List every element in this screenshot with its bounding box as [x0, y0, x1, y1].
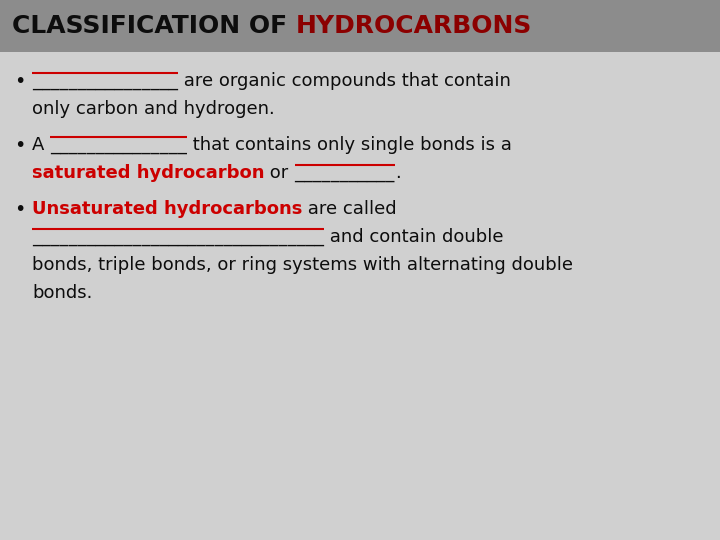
Text: CLASSIFICATION OF: CLASSIFICATION OF [12, 14, 296, 38]
Text: Unsaturated hydrocarbons: Unsaturated hydrocarbons [32, 200, 302, 218]
Text: bonds, triple bonds, or ring systems with alternating double: bonds, triple bonds, or ring systems wit… [32, 256, 573, 274]
Text: ___________: ___________ [294, 164, 395, 182]
Text: ________________________________: ________________________________ [32, 228, 324, 246]
Text: •: • [14, 200, 25, 219]
Text: .: . [395, 164, 400, 182]
Text: only carbon and hydrogen.: only carbon and hydrogen. [32, 100, 275, 118]
Text: saturated hydrocarbon: saturated hydrocarbon [32, 164, 264, 182]
Text: •: • [14, 72, 25, 91]
Text: ________________: ________________ [32, 72, 178, 90]
Text: or: or [264, 164, 294, 182]
Text: and contain double: and contain double [324, 228, 503, 246]
Text: that contains only single bonds is a: that contains only single bonds is a [187, 136, 512, 154]
Text: bonds.: bonds. [32, 284, 92, 302]
Bar [0, 0, 720, 52]
Text: _______________: _______________ [50, 136, 187, 154]
Text: HYDROCARBONS: HYDROCARBONS [296, 14, 532, 38]
Text: A: A [32, 136, 50, 154]
Text: are organic compounds that contain: are organic compounds that contain [178, 72, 511, 90]
Text: are called: are called [302, 200, 397, 218]
Text: •: • [14, 136, 25, 155]
